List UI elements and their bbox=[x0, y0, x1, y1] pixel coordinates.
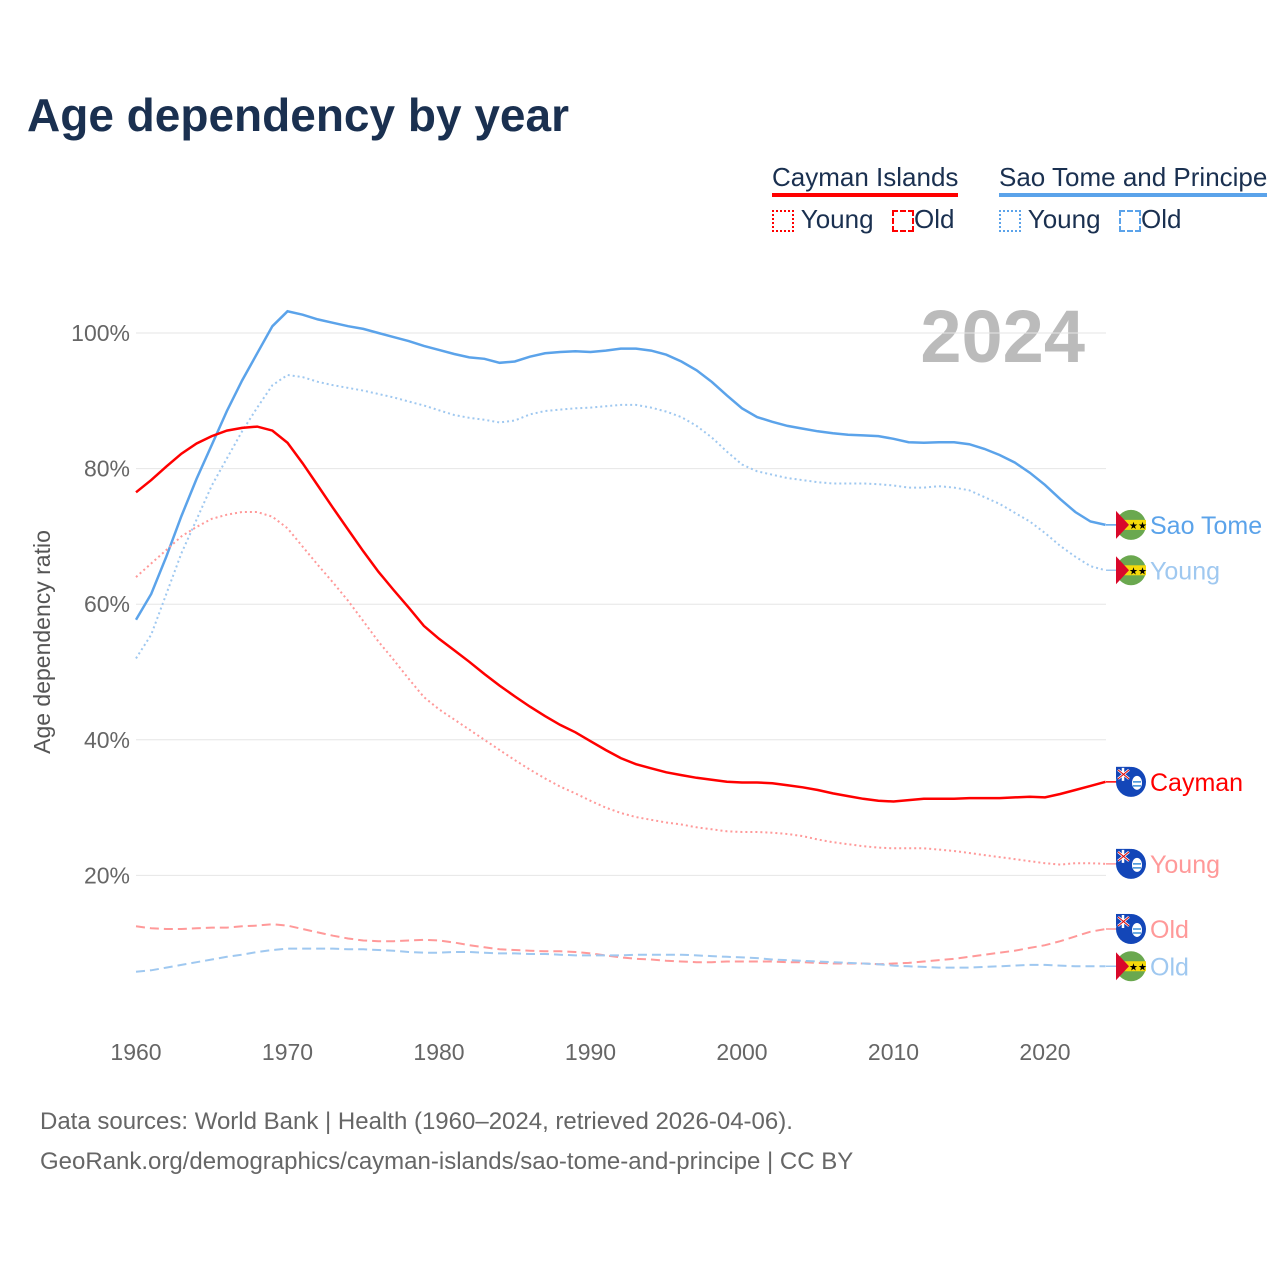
flag-waves bbox=[1133, 781, 1141, 787]
series-end-label: Sao Tome bbox=[1150, 512, 1262, 540]
flag-union-red bbox=[1117, 851, 1130, 862]
y-tick-label: 40% bbox=[84, 727, 130, 753]
series-line-cayman-islands-total bbox=[135, 425, 1106, 803]
flag-union-red bbox=[1117, 916, 1130, 927]
flag-shield bbox=[1132, 857, 1142, 872]
flag-union-red bbox=[1117, 769, 1130, 780]
flag-triangle bbox=[1116, 510, 1129, 539]
page-title: Age dependency by year bbox=[27, 89, 569, 141]
x-tick-label: 2010 bbox=[868, 1039, 919, 1065]
series-line-sao-tome-and-principe-total bbox=[134, 309, 1106, 621]
y-axis-label: Age dependency ratio bbox=[29, 530, 55, 754]
cayman-flag-icon bbox=[1116, 913, 1146, 944]
x-tick-label: 1970 bbox=[262, 1039, 313, 1065]
flag-waves bbox=[1133, 863, 1141, 869]
cayman-flag-icon bbox=[1116, 848, 1146, 879]
flag-shield bbox=[1132, 775, 1142, 790]
x-tick-label: 1980 bbox=[413, 1039, 464, 1065]
source-line-2[interactable]: GeoRank.org/demographics/cayman-islands/… bbox=[40, 1148, 854, 1175]
legend-label: Young bbox=[800, 204, 874, 234]
y-tick-label: 20% bbox=[84, 862, 130, 888]
series-end-label: Cayman bbox=[1150, 769, 1243, 797]
legend-label: Old bbox=[914, 204, 955, 234]
flag-band bbox=[1116, 519, 1146, 530]
legend-saotome-old[interactable]: Old bbox=[1119, 204, 1181, 235]
series-end-label: Young bbox=[1150, 557, 1220, 585]
flag-band bbox=[1116, 961, 1146, 972]
series-line-sao-tome-and-principe-old bbox=[135, 947, 1106, 973]
flag-band bbox=[1116, 565, 1146, 576]
legend-saotome-young[interactable]: Young bbox=[999, 204, 1101, 235]
dashed-swatch-icon bbox=[892, 210, 914, 232]
legend-label: Old bbox=[1141, 204, 1182, 234]
flag-triangle bbox=[1116, 556, 1129, 585]
x-tick-label: 1990 bbox=[565, 1039, 616, 1065]
source-line-1: Data sources: World Bank | Health (1960–… bbox=[40, 1108, 793, 1135]
series-line-cayman-islands-old bbox=[135, 923, 1106, 966]
sao-tome-flag-icon: ★★ bbox=[1116, 951, 1147, 982]
flag-stars: ★★ bbox=[1129, 566, 1147, 577]
flag-shield bbox=[1132, 922, 1142, 937]
legend-saotome-title[interactable]: Sao Tome and Principe bbox=[999, 162, 1268, 197]
cayman-flag-icon bbox=[1116, 766, 1146, 797]
sao-tome-flag-icon: ★★ bbox=[1116, 509, 1147, 540]
flag-triangle bbox=[1116, 952, 1129, 981]
flag-waves bbox=[1133, 928, 1141, 934]
dotted-swatch-icon bbox=[772, 210, 794, 232]
x-tick-label: 2000 bbox=[716, 1039, 767, 1065]
series-end-label: Old bbox=[1150, 916, 1189, 944]
flag-stars: ★★ bbox=[1129, 521, 1147, 532]
x-tick-label: 2020 bbox=[1019, 1039, 1070, 1065]
y-tick-label: 100% bbox=[71, 320, 130, 346]
year-watermark: 2024 bbox=[920, 295, 1085, 378]
legend-cayman-young[interactable]: Young bbox=[772, 204, 874, 235]
x-tick-label: 1960 bbox=[110, 1039, 161, 1065]
flag-stars: ★★ bbox=[1129, 962, 1147, 973]
legend-label: Young bbox=[1027, 204, 1101, 234]
legend-cayman-old[interactable]: Old bbox=[892, 204, 954, 235]
series-line-sao-tome-and-principe-young bbox=[135, 373, 1106, 659]
dashed-swatch-icon bbox=[1119, 210, 1141, 232]
sao-tome-flag-icon: ★★ bbox=[1116, 555, 1147, 586]
legend-cayman-title[interactable]: Cayman Islands bbox=[772, 162, 959, 197]
dotted-swatch-icon bbox=[999, 210, 1021, 232]
series-end-label: Young bbox=[1150, 851, 1220, 879]
y-tick-label: 60% bbox=[84, 591, 130, 617]
y-tick-label: 80% bbox=[84, 456, 130, 482]
series-end-label: Old bbox=[1150, 953, 1189, 981]
series-line-cayman-islands-young bbox=[135, 511, 1106, 866]
